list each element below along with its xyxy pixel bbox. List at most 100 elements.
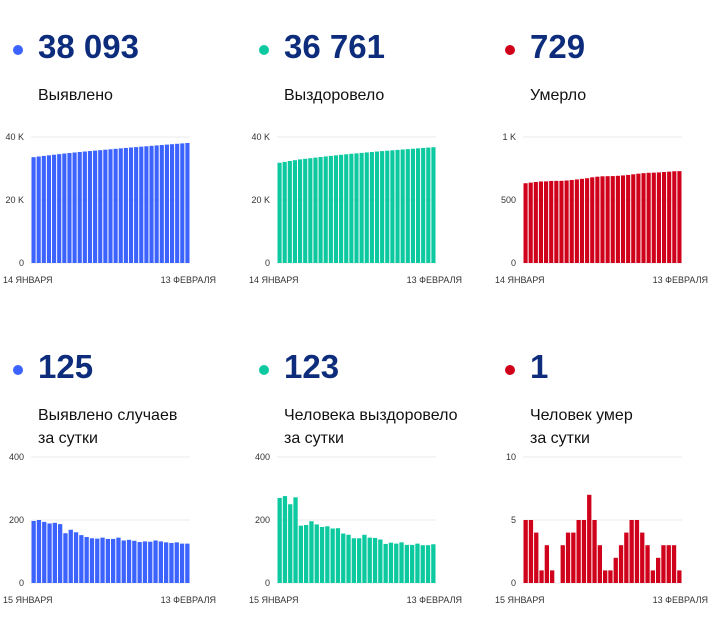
bar[interactable] <box>67 153 72 263</box>
bar[interactable] <box>576 520 581 583</box>
bar[interactable] <box>590 177 595 263</box>
bar[interactable] <box>559 180 564 263</box>
bar[interactable] <box>571 532 576 583</box>
bar[interactable] <box>539 570 544 583</box>
bar[interactable] <box>144 146 149 263</box>
bar[interactable] <box>89 538 95 583</box>
bar[interactable] <box>73 532 79 583</box>
bar[interactable] <box>390 150 395 263</box>
bar[interactable] <box>410 148 415 263</box>
bar[interactable] <box>84 537 89 583</box>
bar[interactable] <box>425 545 431 583</box>
bar[interactable] <box>95 538 100 583</box>
bar[interactable] <box>565 532 571 583</box>
bar[interactable] <box>134 147 139 263</box>
bar[interactable] <box>415 543 420 583</box>
bar[interactable] <box>661 172 667 263</box>
bar[interactable] <box>42 521 47 583</box>
bar[interactable] <box>579 178 585 263</box>
bar[interactable] <box>661 545 666 583</box>
bar[interactable] <box>169 542 174 583</box>
bar[interactable] <box>671 545 677 583</box>
bar[interactable] <box>293 497 298 583</box>
bar[interactable] <box>52 522 57 583</box>
bar[interactable] <box>404 544 409 583</box>
bar[interactable] <box>185 143 190 263</box>
bar[interactable] <box>378 539 383 583</box>
bar[interactable] <box>640 532 645 583</box>
bar[interactable] <box>346 534 351 583</box>
bar[interactable] <box>656 172 661 263</box>
bar[interactable] <box>426 147 431 263</box>
bar[interactable] <box>374 151 380 263</box>
bar[interactable] <box>597 545 602 583</box>
bar[interactable] <box>137 542 142 583</box>
bar[interactable] <box>123 147 128 263</box>
bar[interactable] <box>344 154 349 263</box>
bar[interactable] <box>569 179 574 263</box>
bar[interactable] <box>672 171 677 263</box>
bar[interactable] <box>399 542 404 583</box>
bar[interactable] <box>277 162 282 263</box>
bar[interactable] <box>287 161 292 263</box>
bar[interactable] <box>581 520 587 583</box>
bar[interactable] <box>31 520 36 583</box>
bar[interactable] <box>323 156 328 263</box>
bar[interactable] <box>318 157 323 263</box>
bar[interactable] <box>595 176 600 263</box>
bar[interactable] <box>103 149 108 263</box>
bar[interactable] <box>666 545 671 583</box>
bar[interactable] <box>357 538 362 583</box>
bar[interactable] <box>142 541 148 583</box>
bar[interactable] <box>325 526 330 583</box>
bar[interactable] <box>410 544 415 583</box>
bar[interactable] <box>380 151 385 263</box>
bar[interactable] <box>174 542 179 583</box>
bar[interactable] <box>431 147 436 263</box>
bar[interactable] <box>149 145 154 263</box>
bar[interactable] <box>362 534 367 583</box>
bar[interactable] <box>405 149 410 263</box>
bar[interactable] <box>282 496 288 583</box>
bar[interactable] <box>36 520 42 583</box>
bar[interactable] <box>77 151 82 263</box>
bar[interactable] <box>46 155 52 263</box>
bar[interactable] <box>154 145 159 263</box>
bar[interactable] <box>369 151 374 263</box>
bar[interactable] <box>564 180 569 263</box>
bar[interactable] <box>68 529 73 583</box>
bar[interactable] <box>544 545 549 583</box>
bar[interactable] <box>36 156 41 263</box>
bar[interactable] <box>554 180 559 263</box>
bar[interactable] <box>328 155 333 263</box>
bar[interactable] <box>87 151 93 263</box>
bar[interactable] <box>309 521 314 583</box>
bar[interactable] <box>372 537 378 583</box>
bar[interactable] <box>605 176 610 263</box>
bar[interactable] <box>314 524 319 583</box>
bar[interactable] <box>113 148 118 263</box>
bar[interactable] <box>164 542 169 583</box>
bar[interactable] <box>121 540 126 583</box>
bar[interactable] <box>79 535 84 583</box>
bar[interactable] <box>354 153 359 263</box>
bar[interactable] <box>164 144 169 263</box>
bar[interactable] <box>335 528 341 583</box>
bar[interactable] <box>636 173 641 263</box>
bar[interactable] <box>395 149 400 263</box>
bar[interactable] <box>52 154 57 263</box>
bar[interactable] <box>62 153 67 263</box>
bar[interactable] <box>341 533 346 583</box>
bar[interactable] <box>615 175 620 263</box>
bar[interactable] <box>538 181 544 263</box>
bar[interactable] <box>385 150 390 263</box>
bar[interactable] <box>93 150 98 263</box>
bar[interactable] <box>620 175 626 263</box>
bar[interactable] <box>277 497 282 583</box>
bar[interactable] <box>629 520 634 583</box>
bar[interactable] <box>118 148 123 263</box>
bar[interactable] <box>158 541 163 583</box>
bar[interactable] <box>651 172 656 263</box>
bar[interactable] <box>116 537 121 583</box>
bar[interactable] <box>549 180 554 263</box>
